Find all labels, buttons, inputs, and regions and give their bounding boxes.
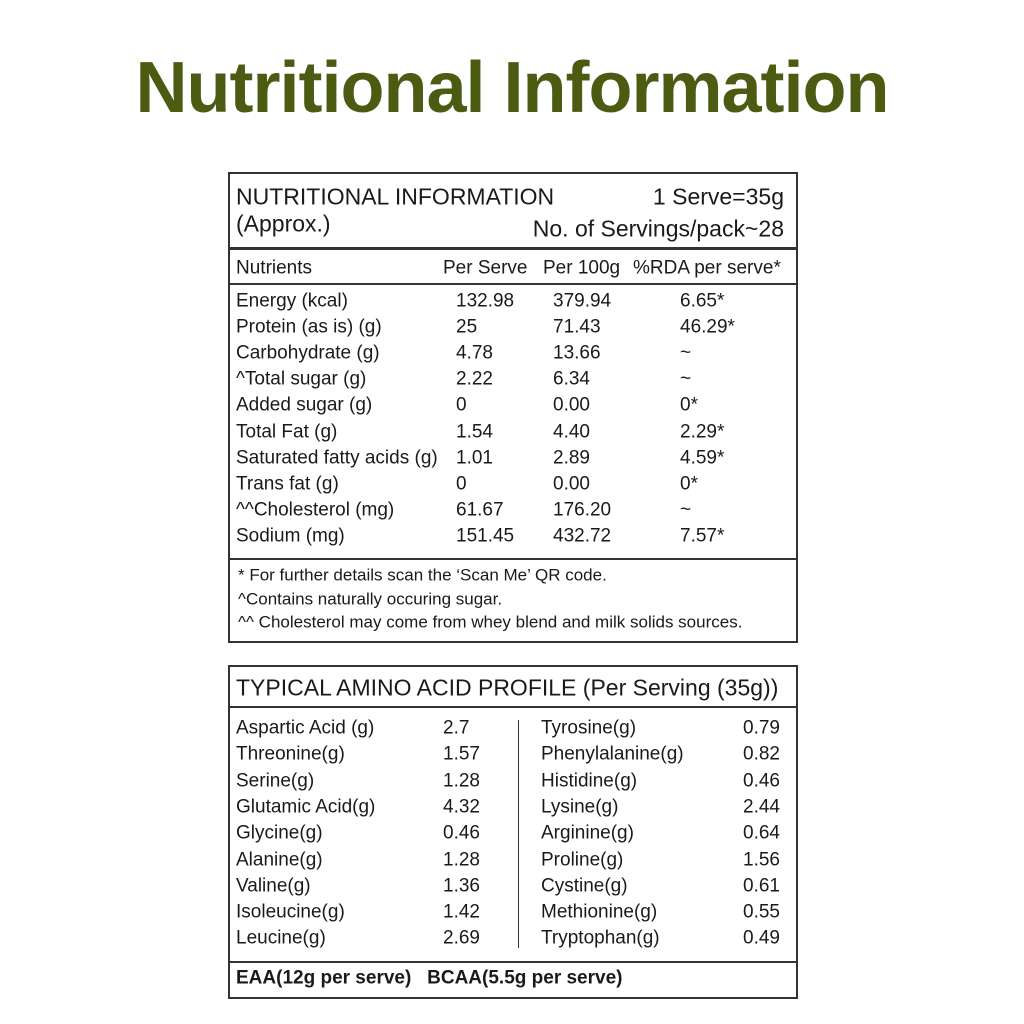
servings: No. of Servings/pack~28 [532,215,784,242]
amino-table [228,665,798,999]
amino-name: Valine(g) [236,875,311,897]
amino-footer: EAA(12g per serve) BCAA(5.5g per serve) [236,967,623,989]
amino-value: 0.64 [743,822,780,844]
amino-value: 1.28 [443,770,480,792]
amino-value: 1.56 [743,849,780,870]
nutrient-name: Trans fat (g) [236,473,339,495]
amino-value: 0.46 [743,770,780,792]
nutrient-name: Sodium (mg) [236,525,345,547]
amino-name: Alanine(g) [236,849,323,870]
amino-heading: TYPICAL AMINO ACID PROFILE (Per Serving … [236,674,779,701]
amino-value: 1.28 [443,849,480,870]
table-heading: NUTRITIONAL INFORMATION [236,183,555,210]
divider [228,247,798,250]
amino-value: 1.42 [443,901,480,923]
amino-value: 0.61 [743,875,780,897]
amino-value: 2.69 [443,927,480,949]
amino-value: 2.44 [743,796,780,818]
amino-name: Aspartic Acid (g) [236,717,375,739]
amino-name: Threonine(g) [236,743,345,765]
amino-value: 4.32 [443,796,480,818]
amino-value: 1.57 [443,743,480,765]
cell-value: 0.00 [553,473,590,495]
cell-value: 4.59* [680,447,725,469]
divider [228,961,798,963]
cell-value: 0* [680,394,698,416]
amino-value: 0.55 [743,901,780,923]
column-header: Per Serve [443,257,528,279]
cell-value: 0.00 [553,394,590,416]
amino-name: Glutamic Acid(g) [236,796,376,818]
cell-value: 6.34 [553,368,590,390]
amino-name: Phenylalanine(g) [541,743,684,765]
nutrient-name: Added sugar (g) [236,394,373,416]
cell-value: 0 [456,394,467,416]
cell-value: 0* [680,473,698,495]
table-subheading: (Approx.) [236,210,331,237]
nutrient-name: Protein (as is) (g) [236,316,382,338]
amino-name: Cystine(g) [541,875,628,897]
cell-value: 132.98 [456,290,515,312]
amino-name: Leucine(g) [236,927,326,949]
footnote: ^Contains naturally occuring sugar. [238,589,503,608]
nutrition-table [228,172,798,643]
cell-value: 176.20 [553,499,612,521]
amino-value: 2.7 [443,717,470,739]
amino-name: Isoleucine(g) [236,901,345,923]
amino-value: 0.79 [743,717,780,739]
cell-value: ~ [680,499,692,521]
amino-value: 1.36 [443,875,480,897]
cell-value: 4.78 [456,342,493,364]
amino-name: Glycine(g) [236,822,323,844]
amino-value: 0.82 [743,743,780,765]
cell-value: 1.01 [456,447,493,469]
amino-name: Proline(g) [541,849,624,870]
nutrient-name: Energy (kcal) [236,290,348,312]
cell-value: 2.22 [456,368,493,390]
cell-value: 2.29* [680,421,725,442]
amino-name: Tyrosine(g) [541,717,637,739]
cell-value: ~ [680,342,692,364]
cell-value: 13.66 [553,342,601,364]
divider [228,558,798,560]
amino-value: 0.49 [743,927,780,949]
cell-value: 6.65* [680,290,725,312]
serve-size: 1 Serve=35g [652,183,784,210]
divider [228,706,798,708]
footnote: * For further details scan the ‘Scan Me’… [238,565,607,585]
column-divider [518,720,519,948]
cell-value: 0 [456,473,467,495]
nutrient-name: ^^Cholesterol (mg) [236,499,395,521]
column-header: Nutrients [236,257,313,279]
cell-value: 25 [456,316,478,338]
cell-value: ~ [680,368,692,390]
cell-value: 4.40 [553,421,590,442]
amino-value: 0.46 [443,822,480,844]
page-title: Nutritional Information [135,48,890,128]
amino-name: Methionine(g) [541,901,658,923]
cell-value: 151.45 [456,525,515,547]
nutrient-name: Total Fat (g) [236,421,338,442]
nutrient-name: ^Total sugar (g) [236,368,367,390]
cell-value: 2.89 [553,447,590,469]
column-header: Per 100g [543,257,621,279]
cell-value: 7.57* [680,525,725,547]
cell-value: 379.94 [553,290,612,312]
amino-name: Arginine(g) [541,822,634,844]
amino-name: Histidine(g) [541,770,638,792]
amino-name: Lysine(g) [541,796,619,818]
amino-name: Tryptophan(g) [541,927,660,949]
column-header: %RDA per serve* [633,257,781,279]
cell-value: 46.29* [680,316,735,338]
cell-value: 71.43 [553,316,601,338]
nutrient-name: Carbohydrate (g) [236,342,380,364]
cell-value: 1.54 [456,421,493,442]
cell-value: 61.67 [456,499,504,521]
footnote: ^^ Cholesterol may come from whey blend … [238,612,743,632]
cell-value: 432.72 [553,525,612,547]
nutrient-name: Saturated fatty acids (g) [236,447,438,469]
divider [228,283,798,285]
amino-name: Serine(g) [236,770,315,792]
